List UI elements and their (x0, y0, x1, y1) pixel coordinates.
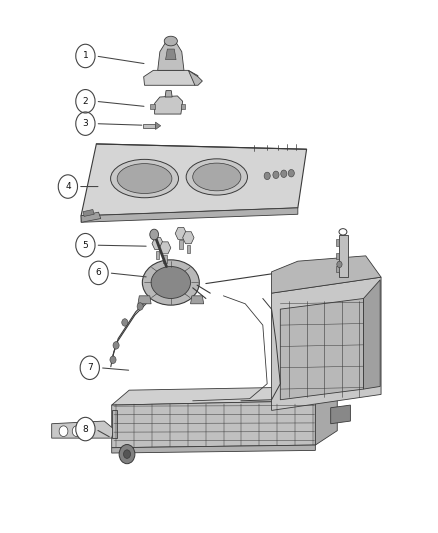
Circle shape (83, 426, 92, 437)
Circle shape (76, 44, 95, 68)
Ellipse shape (193, 163, 241, 191)
Polygon shape (272, 256, 381, 293)
Polygon shape (339, 235, 348, 277)
Circle shape (76, 90, 95, 113)
Ellipse shape (111, 159, 179, 198)
Circle shape (119, 445, 135, 464)
Polygon shape (158, 41, 184, 70)
Ellipse shape (164, 36, 177, 46)
Polygon shape (188, 70, 202, 85)
Ellipse shape (186, 159, 247, 195)
Polygon shape (191, 296, 204, 304)
Text: 5: 5 (82, 241, 88, 249)
Polygon shape (163, 255, 167, 263)
Polygon shape (143, 124, 155, 128)
Circle shape (72, 426, 81, 437)
Text: 7: 7 (87, 364, 93, 372)
Circle shape (122, 319, 128, 326)
Text: 3: 3 (82, 119, 88, 128)
Polygon shape (315, 386, 337, 445)
Circle shape (150, 229, 159, 240)
Polygon shape (181, 104, 185, 109)
Circle shape (76, 112, 95, 135)
Polygon shape (144, 70, 198, 85)
Polygon shape (187, 245, 190, 253)
Polygon shape (81, 212, 101, 222)
Text: 2: 2 (83, 97, 88, 106)
Circle shape (288, 169, 294, 177)
Circle shape (273, 171, 279, 179)
Polygon shape (152, 238, 163, 249)
Polygon shape (272, 277, 381, 410)
Polygon shape (81, 144, 307, 216)
Polygon shape (336, 239, 339, 246)
Polygon shape (112, 401, 315, 448)
Polygon shape (150, 104, 155, 109)
Polygon shape (138, 296, 151, 304)
Polygon shape (156, 251, 159, 259)
Text: 8: 8 (82, 425, 88, 433)
Circle shape (76, 233, 95, 257)
Circle shape (76, 417, 95, 441)
Circle shape (137, 303, 143, 310)
Circle shape (337, 261, 342, 268)
Circle shape (59, 426, 68, 437)
Text: 1: 1 (82, 52, 88, 60)
Polygon shape (331, 405, 350, 424)
Polygon shape (52, 421, 114, 438)
Polygon shape (155, 122, 161, 130)
Ellipse shape (117, 164, 172, 193)
Circle shape (113, 342, 119, 349)
Polygon shape (336, 253, 339, 259)
Ellipse shape (151, 266, 191, 298)
Polygon shape (112, 410, 117, 438)
Polygon shape (155, 96, 183, 114)
Text: 4: 4 (65, 182, 71, 191)
Polygon shape (159, 242, 171, 254)
Polygon shape (364, 280, 380, 389)
Polygon shape (112, 445, 315, 453)
Circle shape (281, 170, 287, 177)
Polygon shape (280, 298, 364, 400)
Polygon shape (112, 386, 337, 405)
Polygon shape (83, 209, 94, 216)
Circle shape (110, 356, 116, 364)
Circle shape (124, 450, 131, 458)
Polygon shape (175, 228, 187, 239)
Polygon shape (165, 91, 172, 97)
Polygon shape (81, 208, 298, 222)
Polygon shape (166, 49, 176, 60)
Circle shape (89, 261, 108, 285)
Polygon shape (336, 266, 339, 272)
Ellipse shape (142, 260, 199, 305)
Text: 6: 6 (95, 269, 102, 277)
Polygon shape (179, 240, 183, 249)
Polygon shape (183, 232, 194, 244)
Circle shape (264, 172, 270, 180)
Circle shape (80, 356, 99, 379)
Circle shape (58, 175, 78, 198)
